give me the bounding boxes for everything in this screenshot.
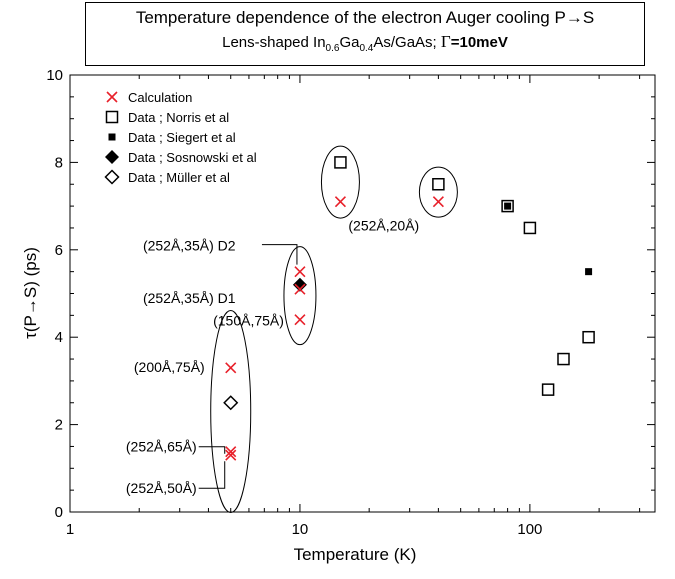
x-axis-label: Temperature (K) bbox=[294, 545, 417, 564]
annotation-leaders bbox=[198, 244, 298, 489]
norris-point bbox=[334, 156, 347, 169]
group-ellipse bbox=[320, 145, 360, 219]
calculation-point bbox=[334, 196, 347, 208]
chart-subtitle: Lens-shaped In0.6Ga0.4As/GaAs; Γ=10meV bbox=[86, 32, 644, 54]
norris-point bbox=[523, 221, 537, 235]
calculation-point bbox=[225, 449, 237, 461]
group-ellipses bbox=[210, 145, 458, 513]
x-tick-label: 1 bbox=[66, 521, 74, 538]
y-tick-label: 10 bbox=[46, 67, 63, 84]
axis-ticks bbox=[69, 74, 655, 513]
y-tick-label: 8 bbox=[55, 154, 63, 171]
annotation-label: (252Å,50Å) bbox=[126, 480, 197, 496]
legend-label: Data ; Norris et al bbox=[128, 110, 229, 125]
legend: Calculation Data ; Norris et al Data ; Sie… bbox=[104, 90, 257, 185]
gamma-value: =10meV bbox=[450, 34, 508, 51]
data-marks bbox=[223, 156, 595, 461]
calculation-point bbox=[294, 314, 306, 326]
calculation-point bbox=[106, 91, 118, 103]
group-ellipse bbox=[210, 309, 252, 513]
x-tick-label: 10 bbox=[292, 521, 309, 538]
annotation-label: (252Å,20Å) bbox=[348, 218, 419, 234]
muller-point bbox=[104, 169, 120, 185]
norris-point bbox=[582, 330, 595, 344]
calculation-point bbox=[294, 266, 306, 278]
y-axis-label: τ(P→S) (ps) bbox=[21, 247, 40, 339]
siegert-point bbox=[585, 268, 593, 276]
chart-title-box: Temperature dependence of the electron A… bbox=[85, 2, 645, 66]
siegert-point bbox=[108, 133, 116, 141]
calculation-point bbox=[294, 283, 306, 295]
annotation-leader bbox=[261, 244, 298, 265]
sosnowski-point bbox=[105, 150, 119, 164]
norris-point bbox=[541, 383, 555, 396]
y-tick-label: 4 bbox=[55, 329, 63, 346]
muller-point bbox=[223, 395, 239, 411]
group-ellipse bbox=[418, 166, 458, 218]
calculation-point bbox=[225, 446, 237, 458]
subtitle-part: Ga bbox=[339, 34, 360, 51]
tick-labels: 1 10 100 0 2 4 6 8 10 bbox=[46, 67, 542, 538]
annotation-leader bbox=[198, 446, 226, 454]
norris-point bbox=[432, 178, 445, 191]
subtitle-part: Lens-shaped In bbox=[222, 34, 326, 51]
sosnowski-point bbox=[292, 277, 307, 292]
legend-label: Data ; Sosnowski et al bbox=[128, 150, 257, 165]
subtitle-subscript: 0.6 bbox=[325, 43, 340, 54]
norris-point bbox=[105, 110, 119, 124]
x-tick-label: 100 bbox=[517, 521, 542, 538]
legend-label: Data ; Siegert et al bbox=[128, 130, 236, 145]
annotation-label: (200Å,75Å) bbox=[134, 359, 205, 375]
annotation-leader bbox=[198, 461, 226, 489]
calculation-point bbox=[432, 196, 444, 208]
annotations: (252Å,35Å) D2 (252Å,35Å) D1 (150Å,75Å) (200… bbox=[126, 218, 419, 496]
norris-point bbox=[557, 352, 570, 366]
gamma-symbol: Γ bbox=[440, 32, 451, 51]
chart-title: Temperature dependence of the electron A… bbox=[135, 8, 595, 27]
legend-label: Calculation bbox=[128, 90, 192, 105]
y-tick-label: 6 bbox=[55, 242, 63, 259]
subtitle-part: As/GaAs; bbox=[373, 34, 441, 51]
subtitle-subscript: 0.4 bbox=[359, 43, 374, 54]
siegert-point bbox=[504, 202, 512, 210]
calculation-point bbox=[225, 362, 237, 374]
annotation-label: (252Å,65Å) bbox=[126, 439, 197, 455]
annotation-label: (252Å,35Å) D1 bbox=[143, 290, 236, 306]
legend-label: Data ; Müller et al bbox=[128, 170, 230, 185]
y-tick-label: 2 bbox=[55, 417, 63, 434]
annotation-label: (252Å,35Å) D2 bbox=[143, 238, 236, 254]
annotation-label: (150Å,75Å) bbox=[213, 313, 284, 329]
y-tick-label: 0 bbox=[55, 504, 63, 521]
group-ellipse bbox=[283, 246, 317, 346]
